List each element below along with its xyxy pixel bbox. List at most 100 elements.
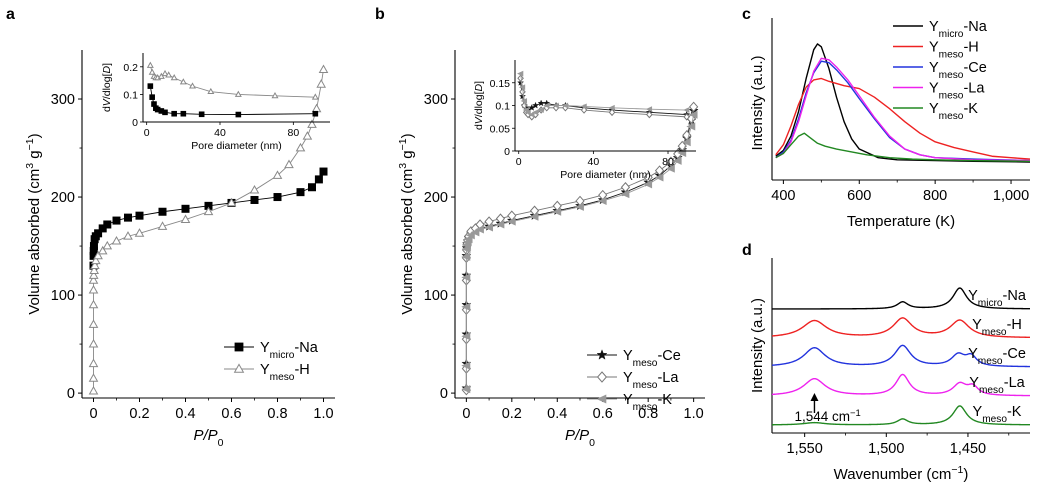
y-title-close: ) — [26, 133, 43, 138]
panel-b-x-tick-label: 0.2 — [502, 406, 522, 422]
panel-a-data-point — [88, 275, 99, 284]
panel-a-inset-y-tick-label: 0.2 — [123, 62, 138, 74]
panel-a-data-point — [316, 79, 327, 88]
panel-b-legend-label-main: Y — [623, 392, 633, 408]
panel-b-x-tick-label: 1.0 — [684, 406, 704, 422]
panel-b-inset-data-point — [561, 102, 569, 109]
panel-b-inset-data-point — [532, 101, 540, 109]
panel-d-series-line-Ymeso-Ce — [771, 344, 1031, 368]
y-title-main: Volume absorbed (cm — [26, 169, 43, 315]
panel-d-series-label-sub: meso — [979, 385, 1004, 396]
panel-a-inset-data-point — [198, 111, 205, 118]
panel-b-data-point — [461, 385, 471, 394]
panel-a-inset-y-tick-label: 0 — [132, 117, 138, 129]
panel-b-x-axis-title: P/P0 — [565, 427, 595, 449]
panel-a-inset-y-axis-title: dV/dlog[D] — [101, 63, 113, 112]
panel-d-series-label-sub: meso — [982, 414, 1007, 425]
panel-a-legend-label-sub: micro — [270, 350, 295, 361]
panel-b-inset-data-point — [517, 74, 524, 82]
panel-b-legend-marker — [596, 394, 607, 404]
panel-c-series-line-Ymeso-K — [775, 132, 1031, 162]
panel-a-data-point — [295, 142, 306, 152]
panel-d-annotation-arrow-head — [810, 393, 819, 401]
panel-d-series-line-Ymeso-La — [771, 373, 1031, 397]
panel-c-legend-label-sub: meso — [939, 90, 964, 101]
panel-c-legend-label: Ymeso-K — [929, 101, 978, 122]
panel-a-x-tick-label: 0.4 — [175, 406, 195, 422]
y-title-sup1: 3 — [24, 163, 36, 169]
panel-a-data-point — [89, 265, 100, 274]
panel-a-data-point — [226, 197, 237, 207]
panel-a-data-point — [249, 185, 260, 194]
panel-b-data-point — [463, 235, 473, 244]
panel-b-data-point — [681, 138, 691, 147]
panel-b-y-tick-label: 100 — [424, 288, 448, 304]
inset-ytitle-close: ] — [473, 81, 485, 84]
panel-a-legend-label-sub: meso — [270, 372, 295, 383]
panel-d-series-label: Ymeso-La — [969, 375, 1025, 396]
panel-a-inset-y-tick-label: 0.1 — [123, 89, 138, 101]
y-title-g: g — [26, 150, 43, 163]
panel-b-series-Ymeso-K — [461, 110, 698, 394]
panel-b-inset-data-point — [683, 113, 690, 121]
panel-d-x-tick-label: 1,550 — [787, 441, 823, 457]
panel-b-data-point — [666, 156, 676, 168]
panel-d-series-line-Ymeso-H — [771, 317, 1031, 339]
panel-c-y-axis-title: Intensity (a.u.) — [749, 55, 766, 150]
panel-b-legend-label-suffix: -K — [657, 392, 672, 408]
panel-c-tpd-chart: 400 600 800 1,000 Temperature (K) Intensity (… — [749, 18, 1031, 230]
panel-d-series-label-suffix: -La — [1004, 375, 1026, 391]
panel-a-data-point — [111, 235, 122, 245]
panel-b-inset-data-point — [517, 79, 525, 86]
panel-b-y-tick-label: 200 — [424, 190, 448, 206]
panel-b-inset-y-tick-label: 0.05 — [490, 123, 511, 135]
panel-d-series-label-sub: micro — [978, 298, 1003, 309]
panel-b-data-point — [506, 217, 516, 226]
panel-a-data-point — [88, 319, 99, 328]
panel-a-data-point — [311, 103, 322, 113]
panel-a-inset-series-Ymicro-Na — [147, 83, 319, 118]
panel-a-series-Ymicro-Na — [89, 167, 328, 270]
panel-c-x-tick-label: 400 — [771, 188, 795, 204]
panel-a-y-tick-label: 100 — [51, 288, 75, 304]
panel-b-data-point — [643, 180, 653, 189]
panel-c-legend-label-suffix: -Na — [963, 19, 987, 35]
y-title-sup2: −1 — [24, 138, 36, 150]
panel-a-data-point — [158, 207, 167, 216]
panel-a-data-point — [90, 255, 101, 265]
panel-a-legend-label-main: Y — [260, 362, 270, 378]
panel-b-legend-label: Ymeso-Ce — [623, 348, 681, 369]
panel-a-inset-data-point — [235, 111, 242, 118]
panel-a-data-point — [307, 183, 316, 192]
panel-b-legend-label-suffix: -Ce — [657, 348, 680, 364]
panel-c-x-tick-label: 1,000 — [993, 188, 1029, 204]
panel-b-data-point — [643, 172, 653, 183]
panel-b-inset-data-point — [537, 99, 545, 107]
x-title-p0: P — [208, 427, 218, 444]
panel-letter-b: b — [375, 6, 385, 23]
panel-a-data-point — [88, 373, 99, 382]
panel-b-data-point — [461, 332, 471, 341]
panel-a-data-point — [203, 206, 214, 216]
panel-a-inset-data-point — [271, 92, 279, 99]
panel-c-legend-label-main: Y — [929, 101, 939, 117]
panel-a-series-line — [93, 69, 324, 392]
inset-ytitle-dd: D — [101, 65, 113, 73]
panel-a-data-point — [181, 204, 190, 213]
panel-b-data-point — [620, 181, 631, 193]
panel-c-legend-label-suffix: -La — [963, 81, 985, 97]
panel-b-data-point — [461, 302, 471, 311]
panel-a-legend-label: Ymicro-Na — [260, 340, 319, 361]
x-title-sub: 0 — [589, 437, 595, 449]
panel-b-inset-x-tick-label: 80 — [662, 156, 674, 168]
x-title-sub: 0 — [218, 437, 224, 449]
panel-b-data-point — [465, 231, 475, 240]
panel-c-series-line-Ymicro-Na — [775, 43, 1031, 163]
panel-d-series-line-Ymeso-K — [772, 405, 1030, 426]
panel-b-data-point — [665, 164, 675, 173]
panel-b-data-point — [672, 156, 682, 165]
x-title-slash: / — [202, 427, 209, 444]
panel-d-series-label: Ymicro-Na — [968, 288, 1027, 309]
